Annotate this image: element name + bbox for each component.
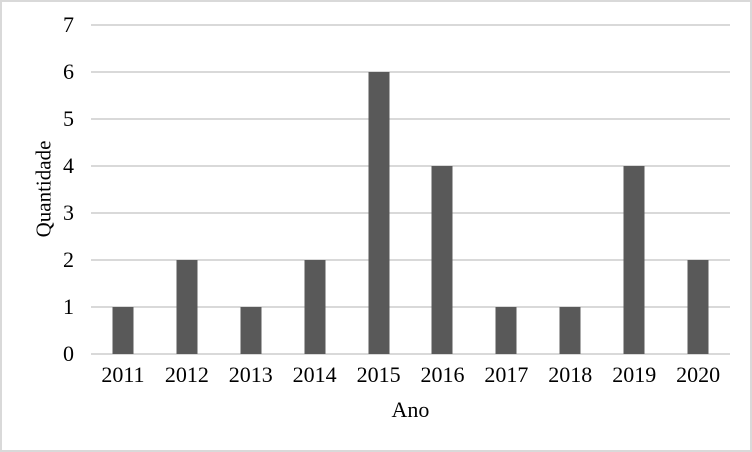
gridline: [91, 259, 730, 261]
y-tick-label: 0: [63, 341, 74, 366]
y-tick-label: 2: [63, 247, 74, 272]
x-axis-title: Ano: [391, 397, 430, 422]
bar-slot: [91, 25, 155, 354]
x-axis-tick-labels: 2011 2012 2013 2014 2015 2016 2017 2018 2019 2020: [91, 362, 730, 388]
y-tick-label: 6: [63, 59, 74, 84]
x-tick-label: 2018: [548, 362, 593, 387]
y-tick-label: 1: [63, 294, 74, 319]
bar-slot: [666, 25, 730, 354]
x-tick-label: 2020: [676, 362, 721, 387]
x-tick-label: 2011: [101, 362, 145, 387]
bar-slot: [155, 25, 219, 354]
bar-slot: [283, 25, 347, 354]
bar-2016: [431, 166, 453, 354]
gridline: [91, 118, 730, 120]
bar-slot: [474, 25, 538, 354]
bar-slot: [347, 25, 411, 354]
gridline: [91, 71, 730, 73]
x-tick-label: 2013: [228, 362, 273, 387]
bar-slot: [538, 25, 602, 354]
bar-2020: [687, 260, 709, 354]
y-tick-label: 7: [63, 12, 74, 37]
y-tick-label: 3: [63, 200, 74, 225]
gridline: [91, 212, 730, 214]
bar-2018: [559, 307, 581, 354]
x-tick-label: 2012: [164, 362, 209, 387]
bar-2013: [240, 307, 262, 354]
y-tick-label: 4: [63, 153, 74, 178]
bar-2014: [304, 260, 326, 354]
gridline: [91, 306, 730, 308]
bar-2012: [176, 260, 198, 354]
bar-slot: [602, 25, 666, 354]
bar-2019: [623, 166, 645, 354]
y-axis-tick-labels: 0 1 2 3 4 5 6 7: [2, 2, 74, 450]
x-tick-label: 2014: [292, 362, 337, 387]
x-tick-label: 2017: [484, 362, 529, 387]
bar-2011: [112, 307, 134, 354]
bar-slot: [219, 25, 283, 354]
gridline: [91, 353, 730, 355]
y-tick-label: 5: [63, 106, 74, 131]
bar-slot: [411, 25, 475, 354]
x-tick-label: 2016: [420, 362, 465, 387]
bar-2015: [368, 72, 390, 354]
bars: [91, 25, 730, 354]
x-tick-label: 2019: [612, 362, 657, 387]
x-tick-label: 2015: [356, 362, 401, 387]
bar-2017: [495, 307, 517, 354]
gridline: [91, 24, 730, 26]
gridline: [91, 165, 730, 167]
plot-area: [91, 24, 730, 355]
